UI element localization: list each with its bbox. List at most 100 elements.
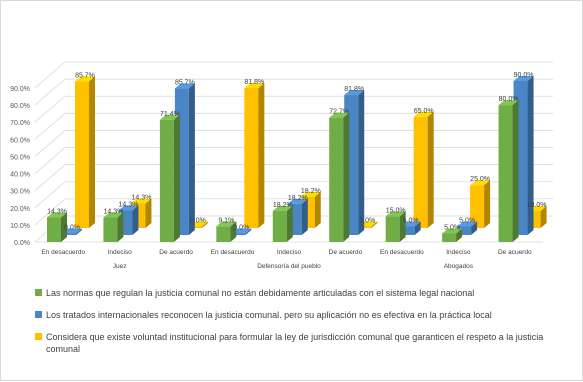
bar-front [329,117,344,242]
bar-side [76,228,82,235]
group-label: Juez [113,263,127,270]
bar-side [527,76,534,235]
data-label: 18.2% [273,202,293,209]
bar-side [245,228,252,235]
y-tick-label: 70.0% [10,120,30,127]
bar-front [498,105,513,242]
bar-top [159,114,180,120]
x-axis-tick-labels: En desacuerdo Indeciso De acuerdo En desacu… [41,249,532,256]
bar-top [413,111,434,117]
legend-label: Las normas que regulan la justicia comun… [46,288,475,298]
bar-top [103,212,124,218]
y-tick-label: 10.0% [10,223,30,230]
data-label: 65.0% [414,108,434,115]
bar-side [471,221,478,235]
bar [216,221,237,242]
data-labels: 85.7%0.0%14.3%14.3%14.3%14.3%0.0%85.7%71… [47,72,546,232]
x-tick-label: De acuerdo [159,249,193,256]
x-tick-label: En desacuerdo [211,249,255,256]
bar-top [272,205,293,211]
y-tick-label: 40.0% [10,172,30,179]
data-label: 18.2% [288,195,308,202]
bar-front [272,210,287,242]
y-tick-label: 60.0% [10,137,30,144]
bar-top [385,211,406,217]
gridline [34,61,553,89]
data-label: 9.1% [218,217,234,224]
bar-front [470,185,485,228]
bar [498,100,519,242]
bar [75,76,95,228]
data-label: 0.0% [359,218,375,225]
bar-top [47,212,67,218]
bar-top [131,198,152,204]
gridlines [34,61,553,243]
x-tick-label: Indeciso [108,249,133,256]
bar-top [174,83,195,89]
gridline [34,78,553,106]
y-axis-tick-labels: 0.0% 10.0% 20.0% 30.0% 40.0% 50.0% 60.0% 70.0% 8… [10,86,30,247]
bar-front [244,88,259,228]
bar-side [314,191,321,228]
data-label: 0.0% [64,225,80,232]
bar-top [300,191,321,197]
legend-swatch [35,289,42,296]
bar-top [75,76,95,82]
gridline [34,112,553,140]
bar-side [540,205,547,228]
x-tick-label: De acuerdo [329,249,363,256]
bar-top [498,100,519,106]
gridline [34,164,553,191]
bar-front [442,233,457,242]
bar-side [371,221,378,228]
bar-side [89,76,95,228]
bar-front [413,116,428,228]
x-tick-label: En desacuerdo [41,249,85,256]
x-tick-label: Indeciso [277,249,302,256]
data-label: 14.3% [119,202,139,209]
data-label: 0.0% [190,218,206,225]
bar-side [188,83,195,235]
bar-top [329,112,350,118]
bar-side [201,221,208,228]
bar [442,228,463,242]
legend-swatch [35,333,42,340]
x-tick-label: En desacuerdo [380,249,424,256]
bar-side [61,212,67,242]
y-tick-label: 90.0% [10,86,30,93]
bar-side [286,205,293,242]
data-label: 81.8% [344,86,364,93]
bar [272,205,293,242]
bar-side [145,198,152,228]
data-label: 81.8% [244,79,264,86]
data-label: 85.7% [175,79,195,86]
bar-top [513,76,534,81]
bar-front [103,217,118,242]
data-label: 14.3% [132,195,152,202]
bar [470,180,491,228]
bar-side [399,211,406,242]
bar-top [344,90,365,96]
bar-top [457,221,478,227]
bar-top [118,205,139,211]
data-label: 80.0% [499,96,519,103]
y-tick-label: 0.0% [14,240,30,247]
legend: Las normas que regulan la justicia comun… [35,287,571,365]
bar-side [343,112,350,242]
data-label: 15.0% [386,207,406,214]
bar-front [159,119,174,242]
data-label: 0.0% [233,225,249,232]
legend-item: Los tratados internacionales reconocen l… [35,309,571,321]
group-label: Defensoría del pueblo [257,263,321,270]
bar-side [301,198,308,235]
bars [47,76,547,242]
bar-side [456,228,463,242]
legend-item: Considera que existe voluntad institucio… [35,331,571,355]
data-label: 72.7% [329,109,349,116]
bar-front [47,217,61,242]
bar-top [470,180,491,186]
bar-top [287,198,308,204]
bar-side [414,221,421,235]
bar-front [231,233,246,235]
